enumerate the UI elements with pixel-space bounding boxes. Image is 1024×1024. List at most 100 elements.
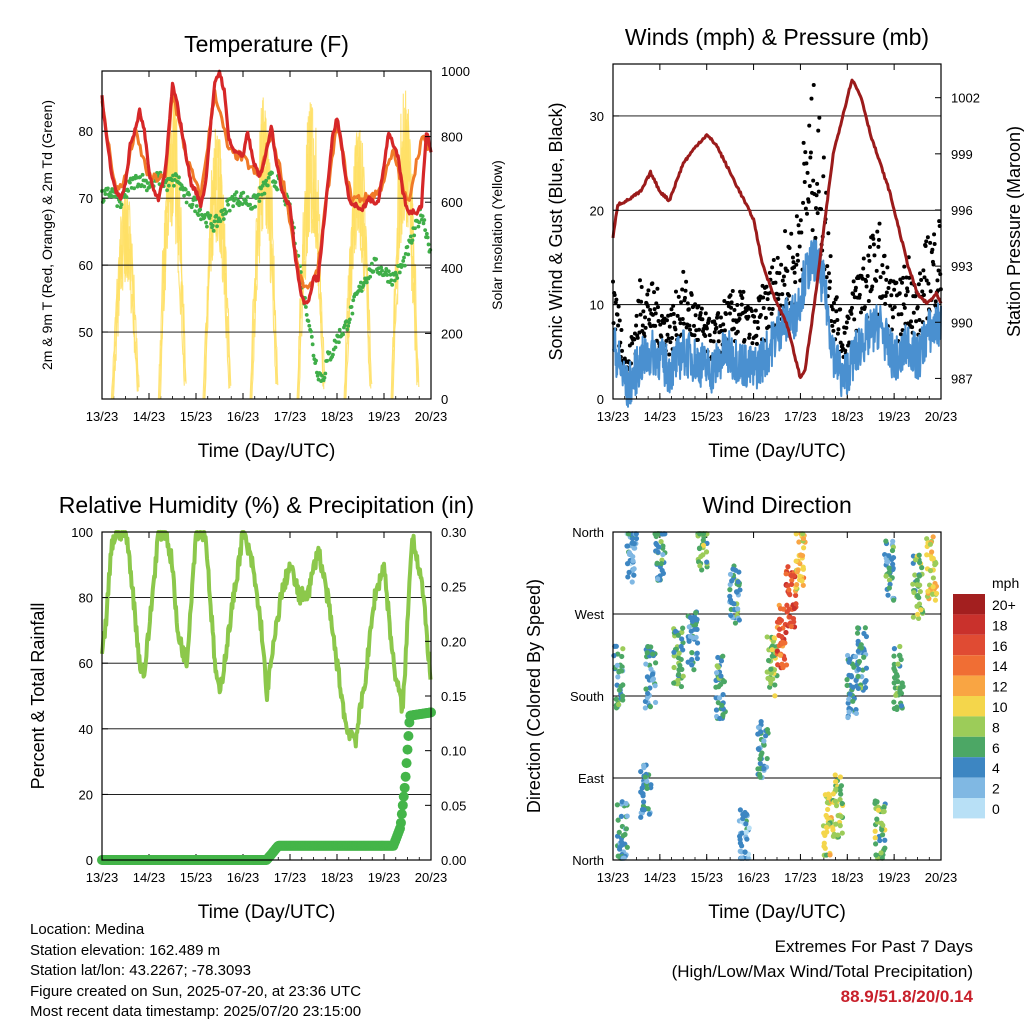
dewpoint-point bbox=[395, 276, 400, 280]
gust-point bbox=[790, 255, 795, 260]
solar-line bbox=[392, 109, 420, 400]
extremes-box: Extremes For Past 7 Days (High/Low/Max W… bbox=[672, 934, 973, 1009]
gust-point bbox=[907, 275, 912, 280]
gust-point bbox=[739, 302, 744, 307]
x-tick-label: 13/23 bbox=[597, 870, 630, 885]
dewpoint-point bbox=[307, 323, 312, 328]
gust-point bbox=[865, 273, 870, 278]
direction-point bbox=[694, 650, 700, 656]
direction-point bbox=[658, 538, 664, 545]
direction-point bbox=[846, 709, 852, 715]
direction-point bbox=[891, 646, 898, 652]
dewpoint-point bbox=[402, 263, 407, 268]
gust-point bbox=[816, 128, 821, 133]
gust-point bbox=[616, 304, 621, 309]
direction-point bbox=[872, 835, 878, 841]
gust-point bbox=[712, 330, 717, 335]
gust-point bbox=[776, 292, 781, 297]
gust-point bbox=[883, 293, 888, 298]
direction-point bbox=[659, 567, 665, 574]
dewpoint-point bbox=[273, 180, 278, 185]
y2-tick-label: 0.05 bbox=[441, 798, 466, 813]
y2-tick-label: 200 bbox=[441, 326, 463, 341]
direction-point bbox=[642, 705, 648, 711]
gust-point bbox=[894, 280, 899, 285]
direction-point bbox=[656, 544, 662, 550]
direction-point bbox=[615, 817, 621, 823]
gust-point bbox=[794, 214, 799, 219]
dewpoint-point bbox=[101, 198, 106, 203]
gust-point bbox=[764, 284, 769, 289]
gust-point bbox=[722, 328, 727, 333]
gust-point bbox=[669, 307, 674, 312]
y2-tick-label: 0.25 bbox=[441, 580, 466, 595]
direction-point bbox=[675, 677, 681, 683]
direction-point bbox=[648, 782, 654, 788]
direction-point bbox=[740, 815, 746, 822]
direction-point bbox=[783, 629, 789, 636]
gust-point bbox=[915, 305, 920, 310]
gust-point bbox=[761, 306, 766, 311]
precip-point bbox=[403, 731, 414, 742]
direction-point bbox=[927, 541, 933, 547]
dewpoint-point bbox=[256, 192, 261, 197]
dewpoint-point bbox=[211, 228, 216, 233]
direction-point bbox=[689, 618, 696, 624]
y-axis-label: Sonic Wind & Gust (Blue, Black) bbox=[546, 102, 566, 360]
direction-point bbox=[718, 658, 725, 664]
direction-point bbox=[783, 571, 789, 577]
gust-point bbox=[617, 318, 622, 323]
direction-point bbox=[775, 662, 781, 668]
direction-point bbox=[736, 833, 743, 839]
y-tick-label: 70 bbox=[79, 191, 93, 206]
gust-point bbox=[821, 155, 826, 160]
gust-point bbox=[654, 338, 659, 343]
direction-point bbox=[777, 652, 784, 658]
direction-point bbox=[796, 539, 802, 545]
gust-point bbox=[924, 278, 929, 283]
x-tick-label: 13/23 bbox=[86, 409, 119, 424]
x-tick-label: 14/23 bbox=[133, 409, 166, 424]
gust-point bbox=[835, 331, 840, 336]
direction-point bbox=[885, 592, 891, 598]
direction-point bbox=[689, 656, 695, 663]
dewpoint-point bbox=[233, 196, 238, 201]
gust-point bbox=[659, 334, 664, 339]
direction-point bbox=[838, 791, 844, 797]
gust-point bbox=[916, 282, 921, 287]
panel-title: Temperature (F) bbox=[184, 31, 349, 57]
x-tick-label: 20/23 bbox=[925, 870, 958, 885]
gust-point bbox=[680, 317, 685, 322]
direction-point bbox=[616, 687, 623, 693]
direction-point bbox=[797, 573, 803, 579]
gust-point bbox=[867, 258, 872, 263]
direction-point bbox=[776, 626, 783, 632]
gust-point bbox=[681, 269, 686, 274]
dewpoint-point bbox=[182, 193, 186, 198]
y2-axis-label: Solar Insolation (Yellow) bbox=[489, 160, 505, 310]
direction-point bbox=[717, 715, 723, 722]
gust-point bbox=[634, 313, 639, 318]
gust-point bbox=[849, 311, 854, 316]
direction-point bbox=[822, 832, 828, 839]
gust-point bbox=[659, 313, 664, 318]
gust-point bbox=[703, 311, 708, 316]
precip-point bbox=[399, 782, 410, 793]
dewpoint-point bbox=[119, 202, 124, 207]
gust-point bbox=[801, 200, 806, 205]
direction-point bbox=[638, 789, 644, 795]
gust-point bbox=[867, 244, 872, 249]
gust-point bbox=[808, 150, 813, 155]
dewpoint-point bbox=[412, 233, 417, 238]
direction-point bbox=[838, 783, 845, 789]
x-tick-label: 17/23 bbox=[784, 409, 817, 424]
panel-title: Winds (mph) & Pressure (mb) bbox=[625, 24, 929, 50]
direction-point bbox=[620, 646, 626, 652]
direction-point bbox=[642, 774, 648, 780]
dewpoint-point bbox=[214, 213, 219, 218]
dewpoint-point bbox=[231, 204, 236, 209]
direction-point bbox=[693, 634, 699, 641]
x-axis-label: Time (Day/UTC) bbox=[708, 441, 846, 462]
direction-point bbox=[839, 830, 845, 836]
dewpoint-point bbox=[190, 202, 195, 207]
